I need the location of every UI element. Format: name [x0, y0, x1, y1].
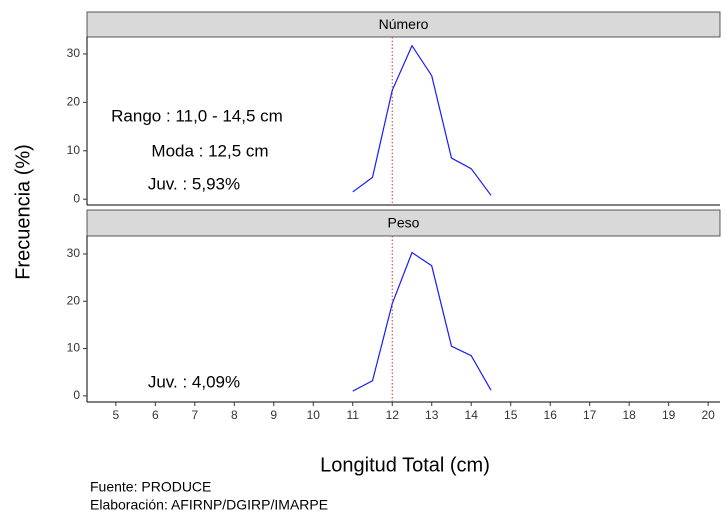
- strip: [86, 11, 721, 38]
- y-tick-label: 30: [67, 246, 81, 260]
- x-tick-label: 8: [231, 408, 238, 422]
- source-note: Elaboración: AFIRNP/DGIRP/IMARPE: [90, 497, 328, 513]
- x-tick-label: 19: [662, 408, 676, 422]
- x-tick-label: 13: [425, 408, 439, 422]
- x-tick-label: 18: [622, 408, 636, 422]
- data-line: [352, 44, 492, 196]
- y-tick-label: 20: [67, 95, 81, 109]
- panel-title: Número: [379, 16, 429, 32]
- data-line: [352, 251, 492, 392]
- strip: [86, 209, 721, 237]
- annotation: Juv. : 5,93%: [148, 174, 240, 193]
- annotation: Juv. : 4,09%: [148, 372, 240, 391]
- y-tick-label: 10: [67, 341, 81, 355]
- x-tick-label: 16: [544, 408, 558, 422]
- x-tick-label: 12: [386, 408, 400, 422]
- x-tick-label: 5: [112, 408, 119, 422]
- x-tick-label: 20: [701, 408, 715, 422]
- y-tick-label: 0: [73, 191, 80, 205]
- x-tick-label: 9: [270, 408, 277, 422]
- y-tick-label: 10: [67, 143, 81, 157]
- x-axis-label: Longitud Total (cm): [320, 454, 490, 476]
- annotation: Moda : 12,5 cm: [151, 141, 268, 160]
- panel-title: Peso: [388, 215, 420, 231]
- x-tick-label: 17: [583, 408, 597, 422]
- x-tick-label: 7: [191, 408, 198, 422]
- x-tick-label: 11: [347, 408, 360, 422]
- y-tick-label: 20: [67, 293, 81, 307]
- y-axis-label: Frecuencia (%): [12, 144, 34, 280]
- source-note: Fuente: PRODUCE: [90, 479, 211, 495]
- y-tick-label: 0: [73, 388, 80, 402]
- x-tick-label: 10: [307, 408, 321, 422]
- y-tick-label: 30: [67, 46, 81, 60]
- x-tick-label: 6: [152, 408, 159, 422]
- x-tick-label: 15: [504, 408, 518, 422]
- annotation: Rango : 11,0 - 14,5 cm: [111, 106, 283, 125]
- x-tick-label: 14: [465, 408, 479, 422]
